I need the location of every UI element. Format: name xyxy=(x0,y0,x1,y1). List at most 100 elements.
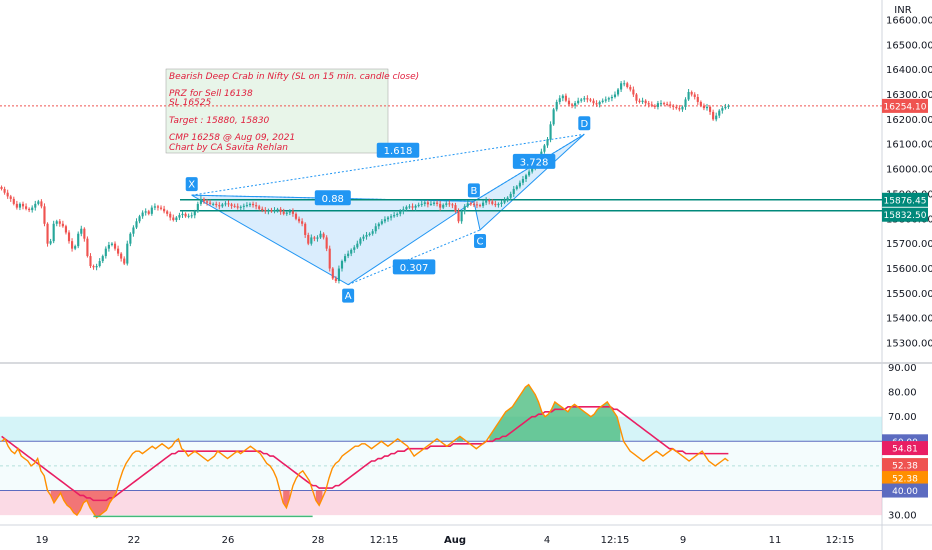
candle-body xyxy=(199,198,202,204)
candle-body xyxy=(359,238,362,244)
annotation-background xyxy=(165,68,389,154)
candle-body xyxy=(662,103,666,105)
price-tick-label: 15700.00 xyxy=(886,239,932,250)
candle-body xyxy=(653,105,656,107)
annotation-line: Bearish Deep Crab in Nifty (SL on 15 min… xyxy=(169,72,419,82)
candle-body xyxy=(163,208,166,212)
candle-body xyxy=(656,103,659,107)
candle-body xyxy=(331,268,334,279)
rsi-tick-label: 70.00 xyxy=(888,412,917,423)
candle-body xyxy=(463,206,466,212)
candle-body xyxy=(623,83,626,85)
candle-body xyxy=(389,216,393,218)
candle-body xyxy=(641,100,644,102)
candle-body xyxy=(138,216,141,222)
candle-body xyxy=(181,213,184,216)
rsi-tick-label: 30.00 xyxy=(888,511,917,522)
candle-body xyxy=(279,209,282,212)
candle-body xyxy=(635,94,638,101)
time-tick-label: 12:15 xyxy=(826,535,855,546)
candle-body xyxy=(9,196,12,199)
rsi-band xyxy=(0,416,882,442)
price-tick-label: 16000.00 xyxy=(886,165,932,176)
candle-body xyxy=(678,108,681,110)
candle-body xyxy=(291,211,294,214)
candle-body xyxy=(40,201,43,207)
candle-body xyxy=(221,204,224,207)
candle-body xyxy=(439,203,442,208)
candle-body xyxy=(28,208,31,211)
candle-body xyxy=(399,211,402,214)
candle-body xyxy=(396,213,399,216)
candle-body xyxy=(236,206,239,208)
candle-body xyxy=(712,111,715,120)
candle-body xyxy=(577,100,580,104)
candle-body xyxy=(77,233,80,247)
candle-body xyxy=(153,206,156,208)
candle-body xyxy=(196,203,199,212)
candle-body xyxy=(169,213,172,218)
candle-body xyxy=(405,206,408,210)
candle-body xyxy=(46,223,49,244)
candle-body xyxy=(702,105,706,109)
price-tick-label: 16400.00 xyxy=(886,65,932,76)
annotation-box[interactable]: Bearish Deep Crab in Nifty (SL on 15 min… xyxy=(165,68,419,154)
candle-body xyxy=(423,202,426,204)
candle-body xyxy=(491,201,494,204)
candle-body xyxy=(205,201,209,203)
time-axis[interactable]: 19 22 26 28 12:15 Aug 4 12:15 9 11 12:15 xyxy=(36,535,855,546)
candle-body xyxy=(724,106,727,109)
rsi-lower-level-badge-box xyxy=(882,483,928,498)
candle-body xyxy=(61,223,64,227)
candle-body xyxy=(334,278,337,281)
candle-body xyxy=(368,233,371,235)
candle-body xyxy=(503,200,506,203)
candle-body xyxy=(172,217,175,221)
candle-body xyxy=(386,217,390,220)
candle-body xyxy=(120,253,123,259)
candle-body xyxy=(132,227,135,234)
rsi-ma-value-badge: 54.81 xyxy=(892,445,918,455)
candle-body xyxy=(509,193,512,198)
candle-body xyxy=(150,207,153,214)
candle-body xyxy=(715,115,718,120)
annotation-line: Target : 15880, 15830 xyxy=(169,116,270,126)
candle-body xyxy=(506,197,509,201)
candle-body xyxy=(411,206,414,208)
ratio-label-box xyxy=(314,190,351,206)
candle-body xyxy=(488,200,491,202)
candle-body xyxy=(454,205,457,212)
candle-body xyxy=(574,103,577,106)
candle-body xyxy=(402,209,405,212)
price-tick-label: 16300.00 xyxy=(886,90,932,101)
candle-body xyxy=(71,241,74,249)
candle-body xyxy=(374,226,377,232)
candle-body xyxy=(21,203,25,207)
pattern-point-label: B xyxy=(470,186,477,197)
rsi-bands xyxy=(0,416,882,516)
candle-body xyxy=(632,89,635,95)
candle-body xyxy=(101,256,104,262)
candle-body xyxy=(343,256,347,262)
candle-body xyxy=(469,203,472,205)
candle-body xyxy=(417,204,420,206)
candle-body xyxy=(0,186,3,189)
candle-body xyxy=(659,103,663,105)
candle-body xyxy=(276,209,279,211)
candle-body xyxy=(583,98,586,100)
candle-body xyxy=(322,233,325,238)
price-tick-label: 15600.00 xyxy=(886,264,932,275)
candle-body xyxy=(325,237,328,249)
candle-body xyxy=(113,243,117,249)
candle-body xyxy=(55,221,58,224)
price-tick-label: 16100.00 xyxy=(886,140,932,151)
rsi-oversold-fill xyxy=(50,490,117,518)
candle-body xyxy=(37,201,40,204)
candle-body xyxy=(549,124,552,140)
ratio-label-box xyxy=(512,153,556,169)
price-tick-label: 16500.00 xyxy=(886,40,932,51)
candle-body xyxy=(126,243,129,264)
rsi-axis[interactable]: 30.00 70.00 80.00 90.00 xyxy=(888,363,917,522)
rsi-alt-value-badge-box xyxy=(882,471,928,486)
candle-body xyxy=(264,210,267,212)
